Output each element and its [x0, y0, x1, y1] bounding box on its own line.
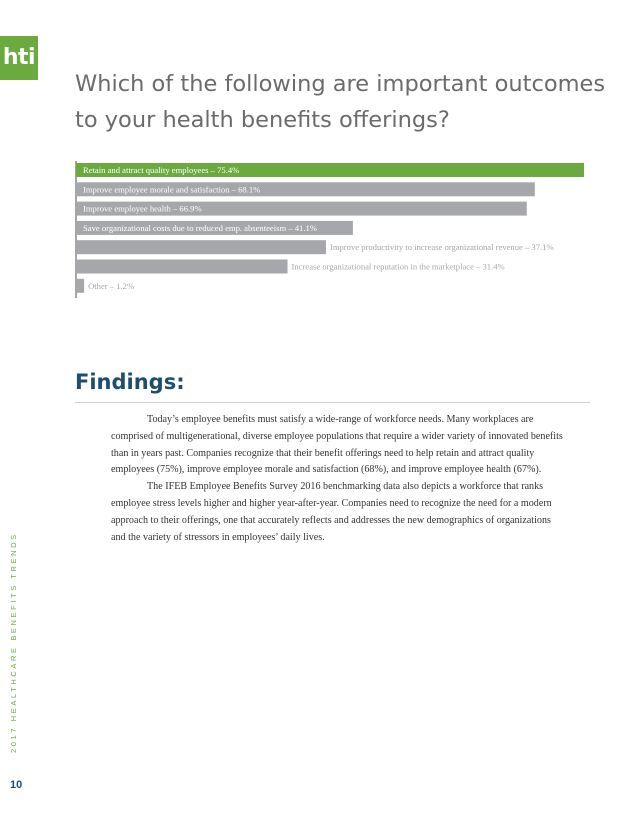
bar-3 [76, 201, 527, 216]
findings-paragraph-1: Today’s employee benefits must satisfy a… [111, 414, 563, 476]
bar-label-1: Retain and attract quality employees – 7… [83, 165, 239, 175]
bar-label-2: Improve employee morale and satisfaction… [83, 184, 260, 194]
page-number: 10 [10, 779, 23, 791]
bar-1 [76, 163, 584, 177]
bar-7 [76, 278, 85, 293]
bar-label-6: Increase organizational reputation in th… [292, 262, 505, 272]
bar-4 [76, 220, 353, 235]
findings-paragraph-2: The IFEB Employee Benefits Survey 2016 b… [111, 481, 552, 543]
findings-divider [75, 402, 590, 403]
hti-logo: hti [0, 36, 38, 80]
page-title: Which of the following are important out… [75, 71, 606, 133]
bar-2 [76, 182, 535, 197]
bar-label-7: Other – 1.2% [88, 281, 134, 291]
findings-heading: Findings: [75, 370, 185, 394]
findings-body: Today’s employee benefits must satisfy a… [111, 412, 563, 546]
bar-label-5: Improve productivity to increase organiz… [330, 242, 554, 252]
publication-side-label: 2017 HEALTHCARE BENEFITS TRENDS [9, 532, 18, 753]
bar-6 [76, 259, 288, 274]
bar-5 [76, 240, 326, 255]
outcomes-bar-chart: Retain and attract quality employees – 7… [75, 161, 584, 299]
bar-label-4: Save organizational costs due to reduced… [83, 223, 317, 233]
bar-label-3: Improve employee health – 66.9% [83, 204, 202, 214]
